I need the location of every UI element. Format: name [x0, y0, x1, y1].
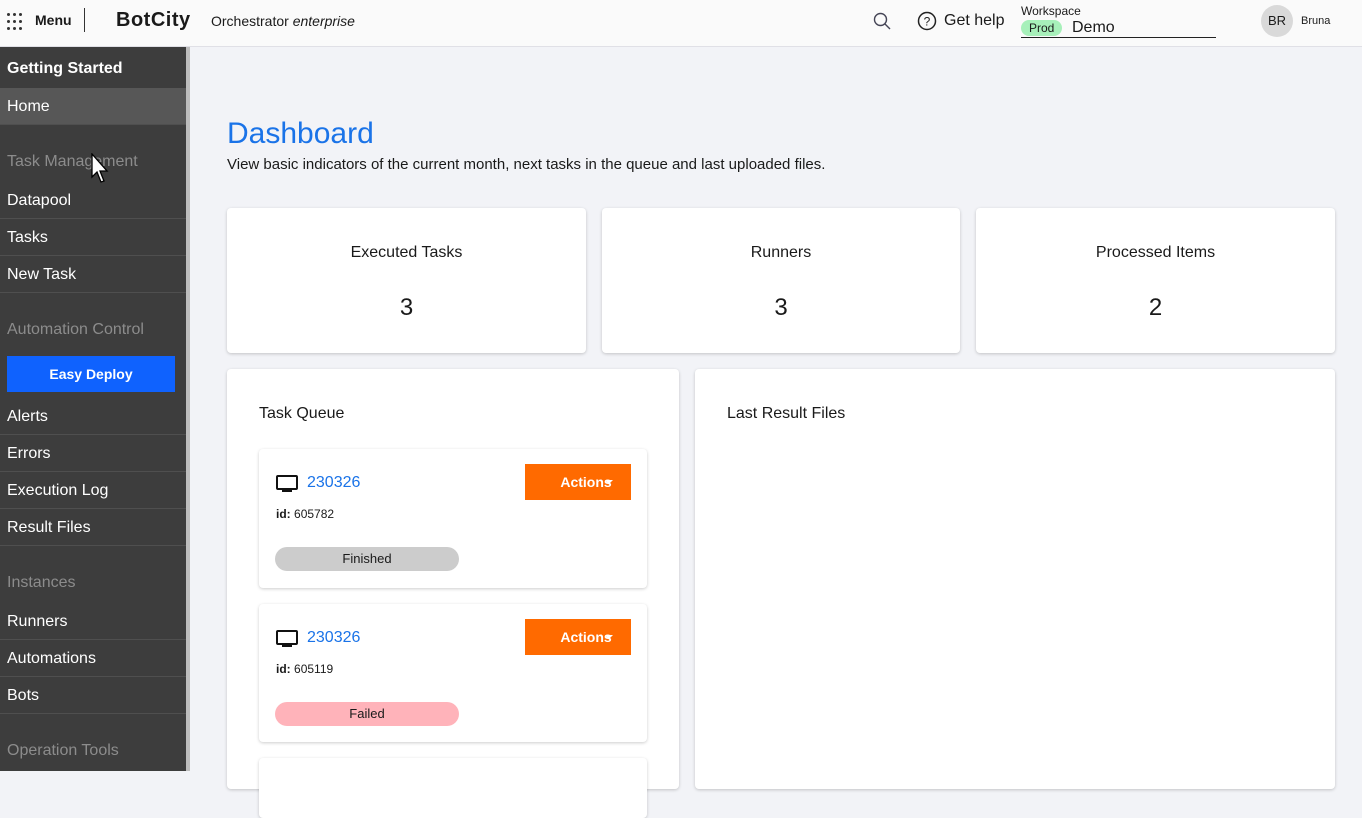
sidebar-item-datapool[interactable]: Datapool: [0, 182, 186, 219]
status-badge: Failed: [275, 702, 459, 726]
id-value: 605119: [294, 662, 334, 676]
workspace-label: Workspace: [1021, 4, 1081, 18]
task-id: id: 605119: [276, 662, 333, 676]
stat-label: Runners: [750, 244, 812, 261]
stat-card-executed-tasks: Executed Tasks 3: [227, 208, 586, 353]
divider: [84, 8, 85, 32]
stat-value: 3: [399, 294, 414, 321]
sidebar-scrollbar[interactable]: [186, 47, 190, 771]
sidebar-item-tasks[interactable]: Tasks: [0, 219, 186, 256]
workspace-select[interactable]: Prod Demo: [1021, 18, 1216, 38]
task-queue-title: Task Queue: [259, 405, 345, 422]
task-card: [259, 758, 647, 818]
status-badge: Finished: [275, 547, 459, 571]
id-value: 605782: [294, 507, 335, 521]
getting-started-heading: Getting Started: [7, 60, 123, 77]
task-queue-panel: Task Queue 230326 id: 605782 Actions Fin…: [227, 369, 679, 818]
stat-label: Processed Items: [1095, 244, 1216, 261]
sidebar-item-bots[interactable]: Bots: [0, 677, 186, 714]
product-name: Orchestrator enterprise: [211, 13, 355, 29]
page-title: Dashboard: [227, 117, 374, 150]
last-result-files-panel: Last Result Files: [695, 369, 1335, 789]
task-card: 230326 id: 605782 Actions Finished: [259, 449, 647, 588]
svg-text:?: ?: [924, 15, 931, 29]
workspace-name: Demo: [1072, 19, 1115, 36]
sidebar-item-runners[interactable]: Runners: [0, 603, 186, 640]
avatar[interactable]: BR: [1261, 5, 1293, 37]
get-help-link[interactable]: Get help: [944, 12, 1005, 29]
stat-value: 3: [774, 294, 788, 321]
prod-badge: Prod: [1021, 20, 1063, 36]
id-label: id:: [276, 662, 291, 676]
stat-label: Executed Tasks: [350, 244, 463, 261]
edition-label: enterprise: [292, 13, 355, 29]
task-card: 230326 id: 605119 Actions Failed: [259, 604, 647, 742]
sidebar-item-home[interactable]: Home: [0, 88, 186, 125]
sidebar-item-execution-log[interactable]: Execution Log: [0, 472, 186, 509]
id-label: id:: [276, 507, 291, 521]
section-instances: Instances: [7, 574, 76, 591]
task-link[interactable]: 230326: [307, 629, 361, 646]
monitor-icon: [276, 630, 298, 647]
section-task-management: Task Management: [7, 153, 138, 170]
page-subtitle: View basic indicators of the current mon…: [227, 156, 826, 173]
search-icon[interactable]: [873, 12, 891, 30]
section-operation-tools: Operation Tools: [7, 742, 119, 759]
section-automation-control: Automation Control: [7, 321, 144, 338]
apps-grid-icon[interactable]: [7, 13, 25, 31]
top-bar: Menu BotCity Orchestrator enterprise ? G…: [0, 0, 1362, 47]
sidebar-item-result-files[interactable]: Result Files: [0, 509, 186, 546]
sidebar-item-alerts[interactable]: Alerts: [0, 398, 186, 435]
stat-value: 2: [1148, 294, 1163, 321]
mouse-cursor-icon: [91, 153, 109, 183]
product-label: Orchestrator: [211, 13, 289, 29]
task-id: id: 605782: [276, 507, 334, 521]
sidebar-item-errors[interactable]: Errors: [0, 435, 186, 472]
botcity-logo: BotCity: [116, 9, 191, 31]
user-name[interactable]: Bruna: [1301, 15, 1331, 27]
stat-card-processed-items: Processed Items 2: [976, 208, 1335, 353]
actions-button[interactable]: Actions: [525, 464, 631, 500]
sidebar-item-automations[interactable]: Automations: [0, 640, 186, 677]
help-icon[interactable]: ?: [917, 11, 937, 31]
actions-button[interactable]: Actions: [525, 619, 631, 655]
last-result-files-title: Last Result Files: [727, 405, 846, 422]
stat-card-runners: Runners 3: [602, 208, 960, 353]
menu-button[interactable]: Menu: [35, 12, 72, 28]
task-link[interactable]: 230326: [307, 474, 361, 491]
monitor-icon: [276, 475, 298, 492]
easy-deploy-button[interactable]: Easy Deploy: [7, 356, 175, 392]
sidebar-item-new-task[interactable]: New Task: [0, 256, 186, 293]
